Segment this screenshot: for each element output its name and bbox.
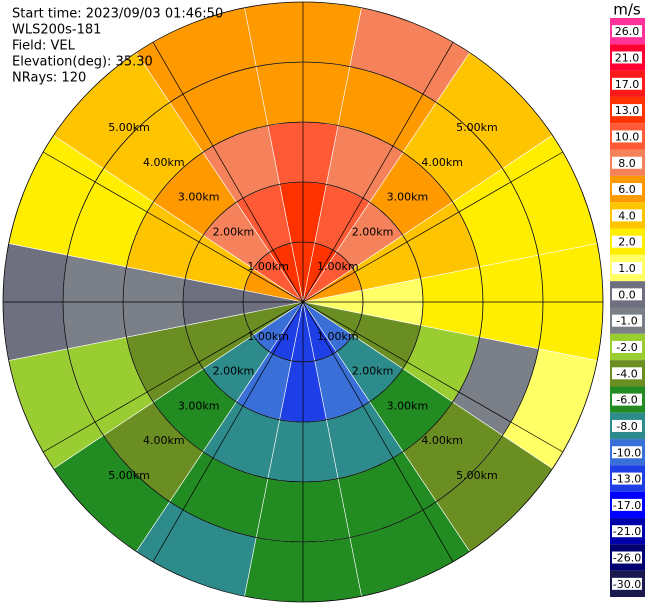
- colorbar-label-bg: [612, 340, 642, 353]
- range-ring-label: 3.00km: [178, 399, 220, 412]
- header-line: Elevation(deg): 35.30: [12, 55, 153, 70]
- header-line: Start time: 2023/09/03 01:46:50: [12, 7, 223, 22]
- colorbar-label-bg: [612, 262, 642, 275]
- range-ring-label: 5.00km: [108, 469, 150, 482]
- range-ring-label: 2.00km: [352, 365, 394, 378]
- colorbar-label: -2.0: [616, 341, 637, 354]
- colorbar-label-bg: [612, 419, 642, 432]
- colorbar-label-bg: [612, 51, 642, 64]
- range-ring-label: 5.00km: [456, 469, 498, 482]
- colorbar-label-bg: [612, 446, 642, 459]
- range-ring-label: 3.00km: [178, 191, 220, 204]
- colorbar-label-bg: [612, 525, 642, 538]
- colorbar-label: 4.0: [618, 209, 636, 222]
- colorbar-label: -26.0: [613, 552, 641, 565]
- range-ring-label: 1.00km: [247, 330, 289, 343]
- colorbar-label: -13.0: [613, 473, 641, 486]
- ppi-plot: 1.00km 1.00km 1.00km 1.00km 2.00km 2.00km 2.00…: [2, 1, 604, 603]
- colorbar-label-bg: [612, 393, 642, 406]
- colorbar-label: 21.0: [615, 51, 640, 64]
- range-ring-label: 4.00km: [143, 156, 185, 169]
- range-ring-label: 3.00km: [387, 399, 429, 412]
- range-ring: [62, 61, 544, 543]
- colorbar-label-bg: [612, 77, 642, 90]
- colorbar-label: -17.0: [613, 499, 641, 512]
- colorbar-label: 1.0: [618, 262, 636, 275]
- colorbar-label-bg: [612, 235, 642, 248]
- range-ring-label: 3.00km: [387, 191, 429, 204]
- colorbar-label: 13.0: [615, 104, 640, 117]
- colorbar-label-bg: [612, 104, 642, 117]
- colorbar-label: -8.0: [616, 420, 637, 433]
- range-ring-label: 4.00km: [421, 434, 463, 447]
- colorbar-label: -10.0: [613, 446, 641, 459]
- range-ring-label: 1.00km: [317, 260, 359, 273]
- colorbar-label-bg: [612, 183, 642, 196]
- range-ring-label: 1.00km: [247, 260, 289, 273]
- colorbar-label-bg: [612, 25, 642, 38]
- colorbar-label: -6.0: [616, 394, 637, 407]
- spoke: [152, 42, 454, 562]
- header-line: Field: VEL: [12, 39, 76, 54]
- colorbar-label-bg: [612, 577, 642, 590]
- colorbar: 26.0 21.0 17.0 13.0 10.0 8.0 6.0 4.0 2.0 1.0 0.0 -1…: [610, 18, 645, 597]
- range-ring-label: 5.00km: [456, 121, 498, 134]
- range-ring-label: 1.00km: [317, 330, 359, 343]
- colorbar-label: -30.0: [613, 578, 641, 591]
- colorbar-label: -4.0: [616, 367, 637, 380]
- colorbar-label-bg: [612, 130, 642, 143]
- range-ring-label: 2.00km: [352, 225, 394, 238]
- colorbar-label: 0.0: [618, 288, 636, 301]
- header-line: NRays: 120: [12, 71, 86, 86]
- colorbar-label-bg: [612, 472, 642, 485]
- colorbar-label: 26.0: [615, 25, 640, 38]
- range-ring-label: 2.00km: [213, 365, 255, 378]
- colorbar-label: -1.0: [616, 315, 637, 328]
- colorbar-label: 10.0: [615, 130, 640, 143]
- colorbar-label-bg: [612, 367, 642, 380]
- colorbar-label-bg: [612, 156, 642, 169]
- colorbar-label: -21.0: [613, 525, 641, 538]
- range-ring-label: 4.00km: [143, 434, 185, 447]
- colorbar-label: 17.0: [615, 78, 640, 91]
- range-ring: [182, 181, 424, 423]
- colorbar-label: 8.0: [618, 157, 636, 170]
- colorbar-label: 6.0: [618, 183, 636, 196]
- range-ring: [2, 1, 604, 603]
- range-ring-label: 5.00km: [108, 121, 150, 134]
- range-ring: [242, 241, 364, 363]
- range-ring-label: 2.00km: [213, 225, 255, 238]
- colorbar-label-bg: [612, 551, 642, 564]
- range-ring: [122, 121, 484, 483]
- colorbar-label-bg: [612, 288, 642, 301]
- colorbar-unit: m/s: [613, 1, 641, 19]
- header: Start time: 2023/09/03 01:46:50WLS200s-1…: [12, 7, 223, 86]
- header-line: WLS200s-181: [12, 23, 101, 38]
- colorbar-label-bg: [612, 209, 642, 222]
- colorbar-label-bg: [612, 314, 642, 327]
- colorbar-label: 2.0: [618, 236, 636, 249]
- range-ring-label: 4.00km: [421, 156, 463, 169]
- colorbar-label-bg: [612, 498, 642, 511]
